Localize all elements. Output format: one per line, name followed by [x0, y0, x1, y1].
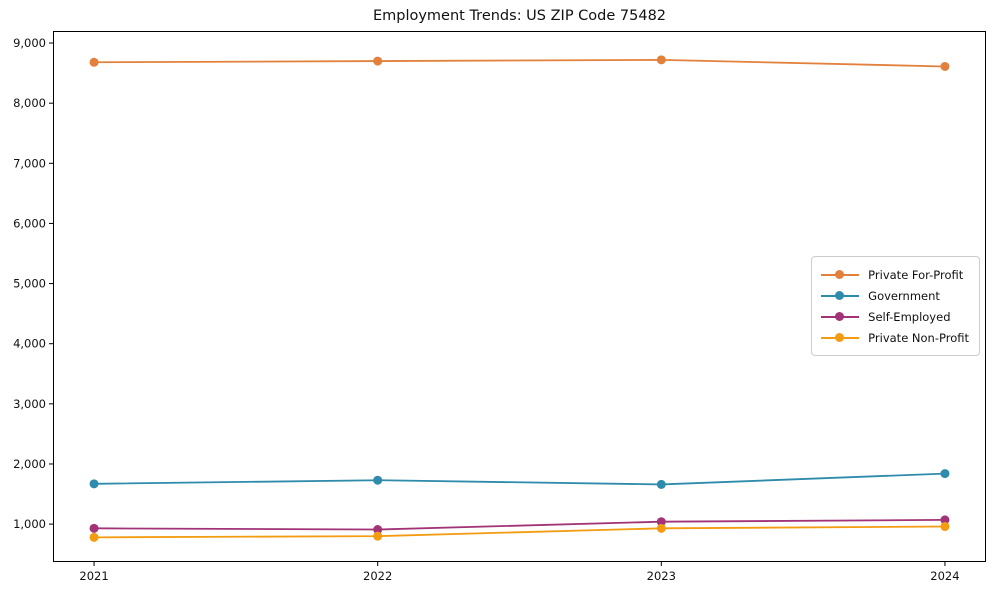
y-tick-label: 5,000: [13, 277, 46, 291]
legend-line-marker-icon: [821, 270, 860, 279]
series-line: [93, 525, 946, 539]
legend-label: Self-Employed: [868, 309, 951, 324]
data-point-marker: [940, 61, 950, 71]
data-point-marker: [656, 479, 666, 489]
data-point-marker: [656, 517, 666, 527]
data-point-marker: [373, 531, 383, 541]
data-point-marker: [373, 525, 383, 535]
data-point-marker: [89, 532, 99, 542]
legend-entry: Private For-Profit: [821, 264, 969, 285]
legend-label: Private Non-Profit: [868, 330, 969, 345]
data-point-marker: [940, 515, 950, 525]
data-point-marker: [89, 57, 99, 67]
y-tick-label: 6,000: [13, 216, 46, 230]
legend-line-marker-icon: [821, 312, 860, 321]
data-point-marker: [656, 55, 666, 65]
legend-label: Private For-Profit: [868, 267, 964, 282]
legend-label: Government: [868, 288, 940, 303]
legend-entry: Government: [821, 285, 969, 306]
data-point-marker: [89, 479, 99, 489]
x-tick-label: 2022: [363, 569, 392, 583]
data-point-marker: [373, 475, 383, 485]
plot-border: [53, 31, 986, 562]
x-tick-label: 2023: [647, 569, 676, 583]
data-point-marker: [940, 469, 950, 479]
x-tick-label: 2021: [79, 569, 108, 583]
y-tick-label: 9,000: [13, 36, 46, 50]
y-tick-label: 7,000: [13, 156, 46, 170]
data-point-marker: [940, 522, 950, 532]
series-line: [93, 58, 946, 68]
legend-entry: Self-Employed: [821, 306, 969, 327]
x-tick-label: 2024: [930, 569, 959, 583]
data-point-marker: [89, 523, 99, 533]
y-tick-label: 1,000: [13, 517, 46, 531]
data-point-marker: [373, 56, 383, 66]
y-tick-label: 4,000: [13, 337, 46, 351]
legend-line-marker-icon: [821, 291, 860, 300]
data-point-marker: [656, 523, 666, 533]
legend-entry: Private Non-Profit: [821, 327, 969, 348]
series-line: [93, 519, 946, 531]
y-tick-label: 3,000: [13, 397, 46, 411]
series-line: [93, 472, 946, 486]
chart-title: Employment Trends: US ZIP Code 75482: [372, 8, 667, 24]
chart-legend: Private For-Profit Government Self-Employe…: [811, 256, 980, 356]
y-tick-label: 2,000: [13, 457, 46, 471]
y-tick-label: 8,000: [13, 96, 46, 110]
legend-line-marker-icon: [821, 333, 860, 342]
